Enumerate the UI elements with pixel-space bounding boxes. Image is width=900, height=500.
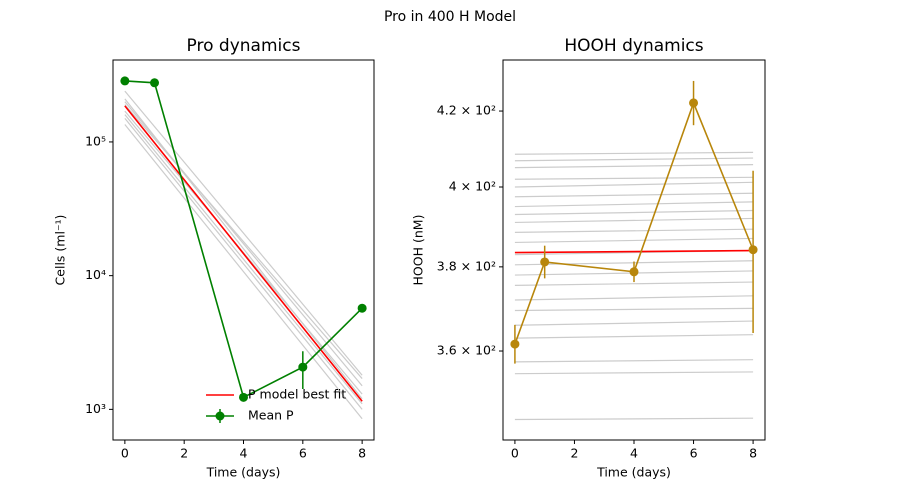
x-tick-label: 8 <box>749 446 757 461</box>
data-point <box>298 362 308 372</box>
x-tick-label: 0 <box>121 446 129 461</box>
model-run <box>514 295 754 301</box>
model-run <box>514 359 754 363</box>
model-run <box>514 307 754 312</box>
y-tick-label: 4 × 10² <box>449 178 496 193</box>
model-run <box>514 217 754 224</box>
model-run <box>514 371 754 375</box>
x-tick-label: 4 <box>240 446 248 461</box>
data-point <box>357 303 367 313</box>
model-run <box>514 209 754 216</box>
model-run <box>124 104 363 379</box>
data-point <box>629 267 639 277</box>
axes-frame <box>502 59 766 441</box>
axes-frame <box>112 59 375 441</box>
x-tick-label: 0 <box>511 446 519 461</box>
model-run <box>514 163 754 169</box>
y-tick-label: 10³ <box>85 401 106 416</box>
x-tick-label: 4 <box>630 446 638 461</box>
model-run <box>124 124 363 420</box>
model-run <box>514 176 754 180</box>
y-axis-label: Cells (ml⁻¹) <box>53 215 68 286</box>
x-tick-label: 6 <box>690 446 698 461</box>
y-tick-label: 3.8 × 10² <box>437 258 496 273</box>
x-axis-label: Time (days) <box>206 465 281 480</box>
series-line <box>514 249 754 254</box>
x-tick-label: 6 <box>299 446 307 461</box>
legend-label: P model best fit <box>248 387 346 402</box>
model-run <box>124 118 363 410</box>
data-point <box>748 245 758 255</box>
y-tick-label: 4.2 × 10² <box>437 103 496 118</box>
data-point <box>510 339 520 349</box>
data-point <box>540 257 550 267</box>
model-run <box>124 90 363 376</box>
series-line <box>124 105 363 402</box>
y-tick-label: 10⁴ <box>85 267 106 282</box>
model-run <box>514 320 754 326</box>
x-tick-label: 2 <box>570 446 578 461</box>
model-run <box>514 157 754 162</box>
model-run <box>514 192 754 198</box>
model-run <box>514 228 754 234</box>
data-point <box>150 78 160 88</box>
model-run <box>514 281 754 286</box>
y-axis-label: HOOH (nM) <box>411 215 426 286</box>
data-point <box>689 98 699 108</box>
model-run <box>514 417 754 421</box>
data-point <box>239 392 248 402</box>
model-run <box>514 181 754 188</box>
y-tick-label: 3.6 × 10² <box>437 343 496 358</box>
x-tick-label: 8 <box>358 446 366 461</box>
model-run <box>514 201 754 208</box>
model-run <box>514 334 754 339</box>
model-run <box>124 101 363 387</box>
x-axis-label: Time (days) <box>596 465 671 480</box>
model-run <box>514 237 754 244</box>
x-tick-label: 2 <box>180 446 188 461</box>
legend-label: Mean P <box>248 408 294 423</box>
figure-title: Pro in 400 H Model <box>384 9 516 25</box>
model-run <box>124 114 363 405</box>
axes-title: Pro dynamics <box>187 36 301 56</box>
y-tick-label: 10⁵ <box>85 133 106 148</box>
axes-title: HOOH dynamics <box>564 36 703 56</box>
data-point <box>120 76 130 86</box>
